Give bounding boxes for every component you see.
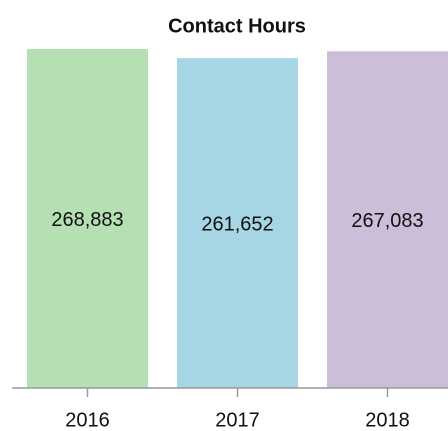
x-tick-label: 2018 (365, 409, 410, 431)
bar (327, 51, 448, 388)
value-label: 267,083 (351, 210, 423, 232)
value-label: 268,883 (51, 209, 123, 231)
x-tick-label: 2017 (215, 409, 260, 431)
bar (177, 58, 298, 388)
x-tick-label: 2016 (65, 409, 110, 431)
chart-title: Contact Hours (168, 15, 306, 37)
value-label: 261,652 (201, 213, 273, 235)
bar (27, 49, 148, 389)
